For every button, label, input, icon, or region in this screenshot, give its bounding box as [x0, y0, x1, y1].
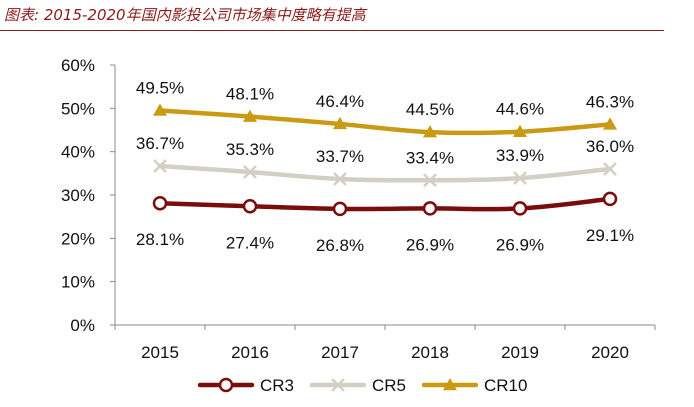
cr5-data-point — [333, 172, 347, 186]
cr5-series-line — [157, 163, 613, 183]
cr3-data-label: 26.9% — [496, 235, 544, 254]
cr3-data-label: 27.4% — [226, 233, 274, 252]
cr3-data-label: 26.8% — [316, 236, 364, 255]
y-tick-label: 0% — [70, 316, 95, 335]
x-tick-label: 2017 — [321, 343, 359, 362]
cr10-data-label: 48.1% — [226, 85, 274, 104]
figure-caption: 图表: 2015-2020年国内影投公司市场集中度略有提高 — [4, 6, 366, 24]
legend-cr10-marker — [443, 378, 457, 391]
cr5-data-label: 36.0% — [586, 137, 634, 156]
x-tick-label: 2020 — [591, 343, 629, 362]
legend-cr3-label: CR3 — [260, 376, 294, 395]
cr10-data-label: 46.3% — [586, 92, 634, 111]
x-tick-label: 2019 — [501, 343, 539, 362]
cr5-data-point — [243, 165, 257, 179]
cr5-data-label: 33.4% — [406, 148, 454, 167]
cr3-data-point — [512, 201, 528, 216]
cr10-data-label: 44.5% — [406, 100, 454, 119]
cr3-data-label: 28.1% — [136, 230, 184, 249]
cr5-data-label: 36.7% — [136, 134, 184, 153]
cr10-data-label: 49.5% — [136, 79, 184, 98]
cr10-data-point — [333, 116, 347, 130]
cr5-data-label: 33.7% — [316, 147, 364, 166]
cr3-data-point — [602, 191, 618, 207]
x-tick-label: 2015 — [141, 343, 179, 362]
cr10-data-label: 46.4% — [316, 92, 364, 111]
y-tick-label: 60% — [61, 56, 95, 75]
cr3-data-label: 29.1% — [586, 226, 634, 245]
legend-cr3-marker — [218, 377, 234, 393]
y-tick-label: 30% — [61, 186, 95, 205]
y-tick-label: 50% — [61, 99, 95, 118]
legend-cr10-label: CR10 — [484, 376, 527, 395]
cr3-data-point — [242, 199, 258, 214]
caption-rule — [0, 30, 664, 31]
y-tick-label: 40% — [61, 143, 95, 162]
y-tick-label: 10% — [61, 273, 95, 292]
cr10-data-point — [603, 117, 617, 130]
cr5-data-point — [423, 173, 437, 188]
cr3-data-point — [332, 201, 348, 217]
x-tick-label: 2016 — [231, 343, 269, 362]
cr3-data-label: 26.9% — [406, 235, 454, 254]
cr10-data-point — [513, 124, 527, 137]
y-tick-label: 20% — [61, 229, 95, 248]
cr10-data-label: 44.6% — [496, 100, 544, 119]
cr5-data-point — [603, 162, 617, 176]
cr3-data-point — [152, 195, 168, 211]
cr10-series-line — [157, 108, 613, 136]
cr5-data-point — [513, 171, 527, 185]
legend-cr5-label: CR5 — [372, 376, 406, 395]
cr5-data-label: 35.3% — [226, 140, 274, 159]
cr10-data-point — [153, 103, 167, 116]
cr3-series-line — [157, 196, 613, 212]
legend-cr5-marker — [331, 378, 345, 392]
cr3-data-point — [422, 201, 438, 216]
x-tick-label: 2018 — [411, 343, 449, 362]
cr5-data-point — [153, 159, 167, 173]
cr10-data-point — [243, 109, 257, 122]
cr10-data-point — [423, 125, 437, 138]
cr5-data-label: 33.9% — [496, 146, 544, 165]
